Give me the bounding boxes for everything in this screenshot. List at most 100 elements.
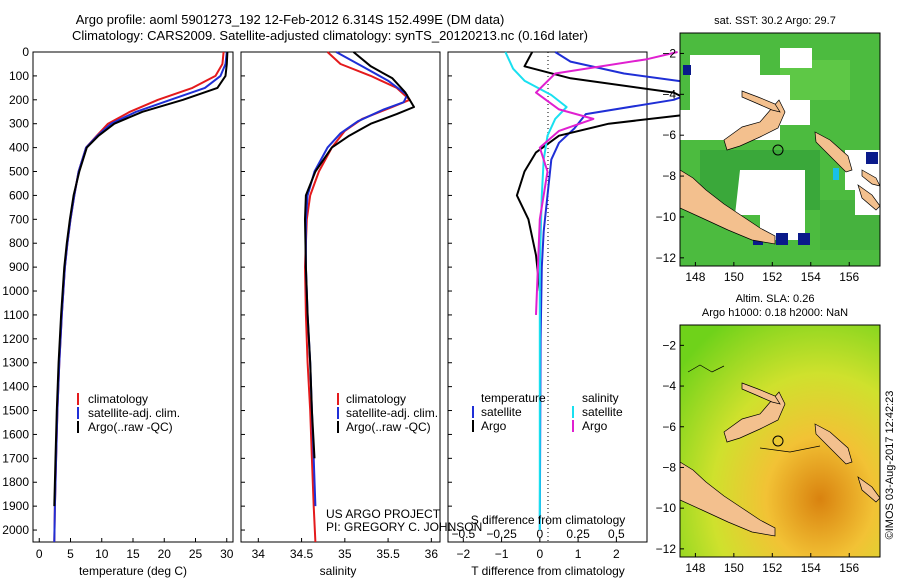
x-tick-label: 0	[36, 547, 43, 561]
x-tick-label: 25	[189, 547, 203, 561]
s-tick-label: 0.25	[566, 527, 590, 541]
cloud-mask	[680, 110, 700, 140]
land-bougainville	[814, 423, 853, 465]
x-tick-label: 10	[95, 547, 109, 561]
map-y-tick-label: −8	[662, 169, 676, 183]
x-tick-label: −1	[495, 547, 509, 561]
y-tick-label: 1600	[2, 427, 29, 441]
land-new-ireland	[741, 382, 781, 405]
series-line-salinity-argo	[535, 51, 678, 315]
y-tick-label: 1200	[2, 332, 29, 346]
map-x-tick-label: 156	[839, 270, 859, 284]
legend-label-argo: Argo(..raw -QC)	[88, 420, 173, 434]
x-tick-label: 2	[613, 547, 620, 561]
map-x-tick-label: 156	[839, 561, 859, 575]
map-y-tick-label: −4	[662, 87, 676, 101]
x-tick-label: 0	[537, 547, 544, 561]
sst-map-panel: sat. SST: 30.2 Argo: 29.7	[656, 15, 881, 284]
x-tick-label: 30	[220, 547, 234, 561]
series-line-salinity-satellite	[504, 51, 568, 530]
land-new-britain	[723, 99, 786, 151]
x-tick-label: 15	[126, 547, 140, 561]
y-tick-label: 0	[22, 45, 29, 59]
salinity-axes-box	[240, 51, 441, 543]
imos-credit: ©IMOS 03-Aug-2017 12:42:23	[884, 391, 896, 540]
land-new-guinea	[680, 169, 776, 245]
cloud-mask	[780, 48, 812, 68]
figure-title-line1: Argo profile: aoml 5901273_192 12-Feb-20…	[76, 12, 505, 27]
cool-pixel	[833, 168, 839, 180]
y-tick-label: 900	[9, 260, 29, 274]
x-tick-label: 35.5	[376, 547, 400, 561]
y-tick-label: 100	[9, 69, 29, 83]
legend-label-satellite: satellite-adj. clim.	[346, 406, 438, 420]
series-line-climatology	[304, 51, 411, 543]
sla-field	[680, 325, 880, 557]
credit-project: US ARGO PROJECT	[326, 507, 441, 521]
x-tick-label: 36	[425, 547, 439, 561]
series-line-temperature-argo	[515, 51, 714, 292]
y-tick-label: 1000	[2, 284, 29, 298]
s-tick-label: 0.5	[608, 527, 625, 541]
land-new-guinea	[680, 461, 776, 537]
y-tick-label: 1900	[2, 499, 29, 513]
y-tick-label: 1800	[2, 475, 29, 489]
y-tick-label: 1300	[2, 356, 29, 370]
temperature-panel: 0 5 10 15 20 25 300100200300400500600700800900…	[2, 45, 233, 578]
map-x-tick-label: 148	[685, 561, 705, 575]
cold-pixel	[683, 65, 691, 75]
series-line-satellite-adj-clim-	[53, 51, 228, 543]
land-solomon	[857, 184, 880, 211]
y-tick-label: 2000	[2, 523, 29, 537]
land-new-britain	[723, 391, 786, 443]
y-tick-label: 600	[9, 188, 29, 202]
cloud-mask	[735, 170, 805, 240]
sla-map-frame	[679, 324, 881, 558]
legend-label-t-argo: Argo	[481, 419, 507, 433]
map-y-tick-label: −2	[662, 338, 676, 352]
cold-pixel	[798, 233, 810, 245]
temperature-legend: climatology satellite-adj. clim. Argo(..…	[77, 392, 180, 434]
land-bougainville	[814, 131, 853, 173]
map-x-tick-label: 154	[801, 561, 821, 575]
land-solomon	[861, 169, 880, 187]
cold-pixel	[866, 152, 878, 164]
cold-pixel	[776, 233, 788, 245]
sst-map-frame	[679, 32, 881, 267]
series-line-argo-raw-qc-	[304, 51, 415, 459]
argo-location-marker	[772, 144, 784, 156]
sst-map-title: sat. SST: 30.2 Argo: 29.7	[714, 15, 836, 27]
legend-label-s-argo: Argo	[582, 419, 608, 433]
x-tick-label: 5	[67, 547, 74, 561]
series-line-argo-raw-qc-	[53, 51, 229, 507]
y-tick-label: 1100	[3, 308, 29, 322]
legend-heading-temperature: temperature	[481, 391, 546, 405]
salinity-panel: 34 34.5 35 35.5 36 climatology satellite-adj…	[240, 51, 482, 578]
y-tick-label: 1700	[2, 451, 29, 465]
series-line-climatology	[53, 51, 225, 543]
series-line-satellite-adj-clim-	[304, 51, 409, 507]
y-tick-label: 800	[9, 236, 29, 250]
sla-map-title-line1: Altim. SLA: 0.26	[736, 293, 815, 305]
contour-line	[759, 445, 821, 453]
legend-label-t-satellite: satellite	[481, 405, 522, 419]
map-x-tick-label: 148	[685, 270, 705, 284]
y-tick-label: 300	[9, 117, 29, 131]
y-tick-label: 200	[9, 93, 29, 107]
s-tick-label: −0.5	[451, 527, 475, 541]
s-tick-label: 0	[537, 527, 544, 541]
sla-map-title-line2: Argo h1000: 0.18 h2000: NaN	[702, 307, 848, 319]
land-new-ireland	[741, 90, 781, 113]
t-difference-xlabel: T difference from climatology	[471, 564, 625, 578]
credit-pi: PI: GREGORY C. JOHNSON	[326, 520, 482, 534]
y-tick-label: 700	[9, 212, 29, 226]
contour-line	[687, 364, 725, 373]
x-tick-label: 34	[252, 547, 266, 561]
series-line-temperature-satellite	[538, 51, 714, 531]
x-tick-label: −2	[456, 547, 470, 561]
map-y-tick-label: −6	[662, 420, 676, 434]
legend-label-satellite: satellite-adj. clim.	[88, 406, 180, 420]
map-x-tick-label: 150	[724, 561, 744, 575]
x-tick-label: 35	[338, 547, 352, 561]
